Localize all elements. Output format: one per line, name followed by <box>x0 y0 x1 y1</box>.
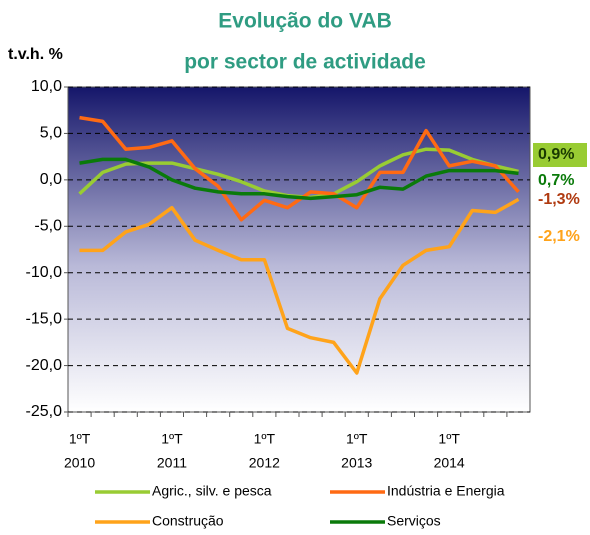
legend-label: Indústria e Energia <box>387 483 505 499</box>
y-tick-label: -25,0 <box>26 403 63 420</box>
x-tick-label: 1ºT <box>346 431 368 447</box>
x-tick-label: 1ºT <box>69 431 91 447</box>
y-tick-label: -10,0 <box>26 264 63 281</box>
series-line <box>79 115 520 222</box>
y-tick-label: 0,0 <box>40 171 62 188</box>
y-axis-label: t.v.h. % <box>8 46 63 63</box>
plot-area <box>67 86 531 413</box>
label-box <box>533 143 587 167</box>
x-tick-label: 1ºT <box>438 431 460 447</box>
x-tick-label: 2014 <box>434 455 465 471</box>
y-tick-label: -15,0 <box>26 310 63 327</box>
x-tick-label: 2012 <box>249 455 280 471</box>
x-tick-label: 2011 <box>157 455 187 471</box>
legend-label: Serviços <box>387 513 441 529</box>
x-tick-label: 2013 <box>341 455 372 471</box>
x-tick-label: 1ºT <box>254 431 276 447</box>
y-tick-label: -5,0 <box>34 218 62 235</box>
value-label: -2,1% <box>538 228 580 245</box>
value-label: 0,9% <box>538 146 574 163</box>
legend-label: Agric., silv. e pesca <box>152 483 272 499</box>
value-label: 0,7% <box>538 172 574 189</box>
y-tick-label: 10,0 <box>31 78 62 95</box>
chart-title: Evolução do VAB <box>218 10 391 33</box>
legend-label: Construção <box>152 513 224 529</box>
chart-title: por sector de actividade <box>184 51 426 74</box>
y-tick-label: -20,0 <box>26 357 63 374</box>
y-tick-label: 5,0 <box>40 125 62 142</box>
x-tick-label: 2010 <box>64 455 95 471</box>
value-label: -1,3% <box>538 191 580 208</box>
x-tick-label: 1ºT <box>161 431 183 447</box>
series-line <box>79 197 520 375</box>
series-line <box>79 157 519 201</box>
